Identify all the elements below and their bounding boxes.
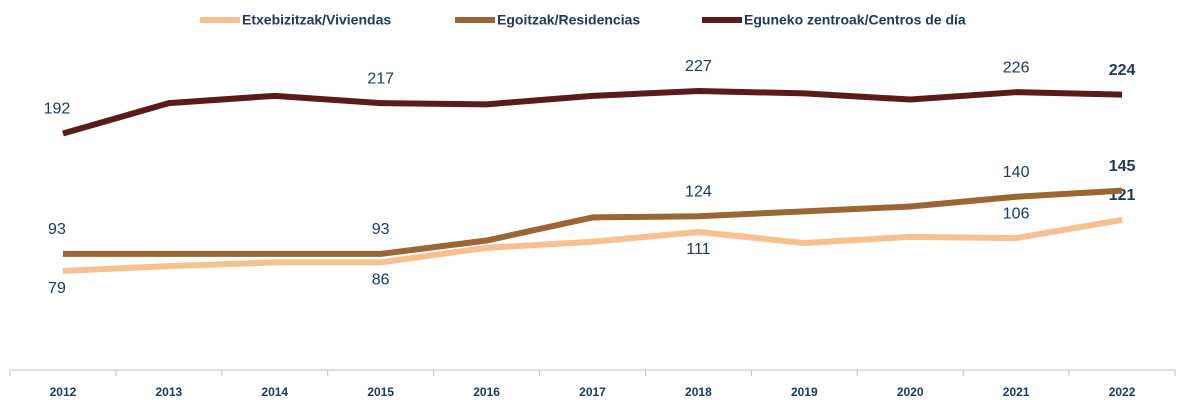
- x-tick-label: 2021: [1003, 385, 1030, 399]
- data-label: 145: [1109, 158, 1136, 175]
- x-tick-label: 2022: [1109, 385, 1136, 399]
- x-tick-label: 2012: [50, 385, 77, 399]
- legend-label: Egoitzak/Residencias: [497, 12, 640, 28]
- series-line: [62, 87, 1123, 137]
- data-label: 93: [48, 221, 66, 238]
- x-tick-label: 2019: [791, 385, 818, 399]
- data-label: 86: [372, 272, 390, 289]
- data-label: 227: [685, 58, 712, 75]
- x-tick-label: 2020: [897, 385, 924, 399]
- x-tick-label: 2013: [156, 385, 183, 399]
- data-label: 226: [1003, 59, 1030, 76]
- data-label: 93: [372, 221, 390, 238]
- x-tick-label: 2014: [261, 385, 288, 399]
- data-label: 224: [1109, 62, 1136, 79]
- x-tick-label: 2017: [579, 385, 606, 399]
- series-line: [62, 187, 1123, 257]
- data-label: 217: [367, 70, 394, 87]
- legend-label: Eguneko zentroak/Centros de día: [744, 12, 966, 28]
- legend-label: Etxebizitzak/Viviendas: [242, 12, 391, 28]
- x-tick-label: 2015: [367, 385, 394, 399]
- data-label: 111: [686, 241, 710, 258]
- x-tick-label: 2018: [685, 385, 712, 399]
- data-label: 140: [1003, 164, 1030, 181]
- series-line: [62, 216, 1123, 274]
- data-label: 106: [1003, 205, 1030, 222]
- data-label: 124: [685, 183, 712, 200]
- data-label: 79: [48, 280, 66, 297]
- x-tick-label: 2016: [473, 385, 500, 399]
- data-label: 192: [44, 101, 71, 118]
